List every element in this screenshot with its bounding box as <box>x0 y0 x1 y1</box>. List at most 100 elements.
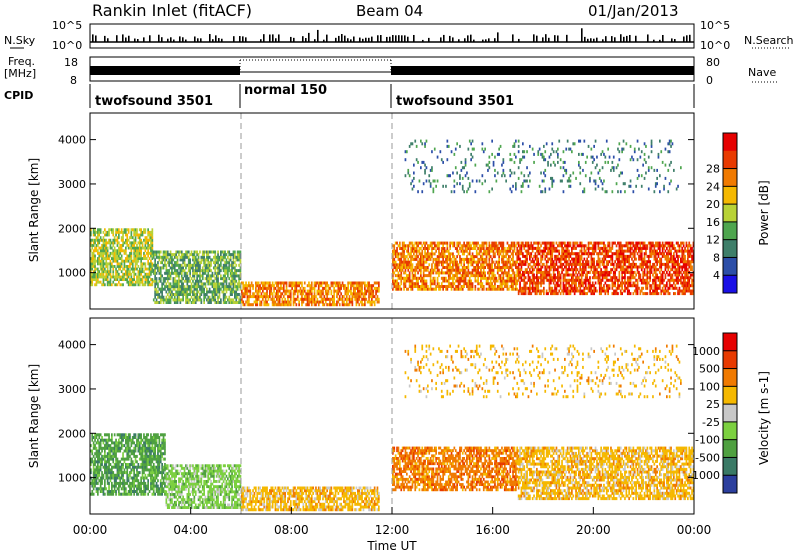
data-cell <box>278 281 281 285</box>
data-cell <box>242 300 245 304</box>
data-cell <box>482 276 485 280</box>
data-cell <box>243 284 246 288</box>
data-cell <box>116 262 119 266</box>
data-cell <box>607 273 609 277</box>
data-cell <box>90 244 92 247</box>
data-cell <box>545 260 548 264</box>
data-cell <box>165 290 168 294</box>
data-cell <box>274 300 277 304</box>
data-cell <box>591 257 594 261</box>
data-cell <box>600 270 602 274</box>
data-cell <box>562 289 565 293</box>
data-cell <box>659 270 661 274</box>
data-cell <box>407 252 410 256</box>
data-cell <box>92 230 95 234</box>
data-cell <box>566 262 569 266</box>
data-cell <box>505 263 507 267</box>
data-cell <box>94 262 96 266</box>
data-cell <box>657 278 660 282</box>
data-cell <box>180 266 183 270</box>
data-cell <box>255 303 257 307</box>
data-cell <box>95 267 98 271</box>
data-cell <box>102 254 105 258</box>
data-cell <box>197 285 200 289</box>
data-cell <box>445 255 447 259</box>
data-cell <box>306 300 309 304</box>
data-cell <box>133 257 135 260</box>
data-cell <box>269 281 271 285</box>
data-cell <box>555 262 558 266</box>
nsearch-label: N.Search <box>744 34 794 47</box>
data-cell <box>461 266 464 269</box>
data-cell <box>622 249 625 253</box>
data-cell <box>453 257 456 261</box>
data-cell <box>516 279 519 283</box>
data-cell <box>425 282 428 286</box>
data-cell <box>427 285 429 288</box>
data-cell <box>427 247 429 250</box>
data-cell <box>113 275 116 279</box>
data-cell <box>164 250 166 254</box>
data-cell <box>501 271 503 275</box>
data-cell <box>471 282 474 286</box>
data-cell <box>420 241 422 245</box>
data-cell <box>435 249 437 253</box>
data-cell <box>477 287 479 291</box>
data-cell <box>178 263 180 267</box>
data-cell <box>466 271 468 275</box>
data-cell <box>431 271 433 275</box>
data-cell <box>477 247 479 250</box>
data-cell <box>147 228 149 232</box>
data-cell <box>643 292 646 296</box>
data-cell <box>526 249 528 253</box>
data-cell <box>365 289 368 293</box>
data-cell <box>626 278 629 282</box>
data-cell <box>538 292 541 296</box>
data-cell <box>109 265 112 268</box>
data-cell <box>308 284 310 288</box>
data-cell <box>621 270 623 274</box>
data-cell <box>303 286 306 290</box>
data-cell <box>488 255 491 259</box>
data-cell <box>501 266 503 269</box>
data-cell <box>138 278 141 281</box>
data-cell <box>611 252 614 256</box>
data-cell <box>341 300 344 304</box>
data-cell <box>119 283 122 287</box>
data-cell <box>593 276 595 280</box>
data-cell <box>134 236 137 240</box>
data-cell <box>625 268 628 272</box>
data-cell <box>559 284 562 288</box>
data-cell <box>144 236 147 240</box>
data-cell <box>454 274 457 278</box>
data-cell <box>285 292 288 296</box>
data-cell <box>249 292 252 296</box>
data-cell <box>404 263 407 267</box>
data-cell <box>97 230 99 234</box>
data-cell <box>522 262 524 266</box>
data-cell <box>269 295 271 299</box>
data-cell <box>631 262 633 266</box>
data-cell <box>345 303 348 307</box>
data-cell <box>540 289 542 293</box>
data-cell <box>650 244 653 248</box>
data-cell <box>165 282 168 286</box>
data-cell <box>122 267 124 271</box>
data-cell <box>243 289 246 293</box>
data-cell <box>215 258 218 262</box>
data-cell <box>436 260 439 264</box>
data-cell <box>217 295 219 299</box>
data-cell <box>178 253 180 257</box>
data-cell <box>420 276 422 280</box>
data-cell <box>134 228 137 232</box>
nsky-bar <box>278 34 280 42</box>
data-cell <box>138 267 141 271</box>
data-cell <box>512 252 514 256</box>
data-cell <box>598 273 601 277</box>
data-cell <box>428 271 431 275</box>
data-cell <box>186 301 189 304</box>
data-cell <box>652 262 654 266</box>
data-cell <box>478 252 481 256</box>
data-cell <box>273 286 275 290</box>
data-cell <box>512 271 514 275</box>
